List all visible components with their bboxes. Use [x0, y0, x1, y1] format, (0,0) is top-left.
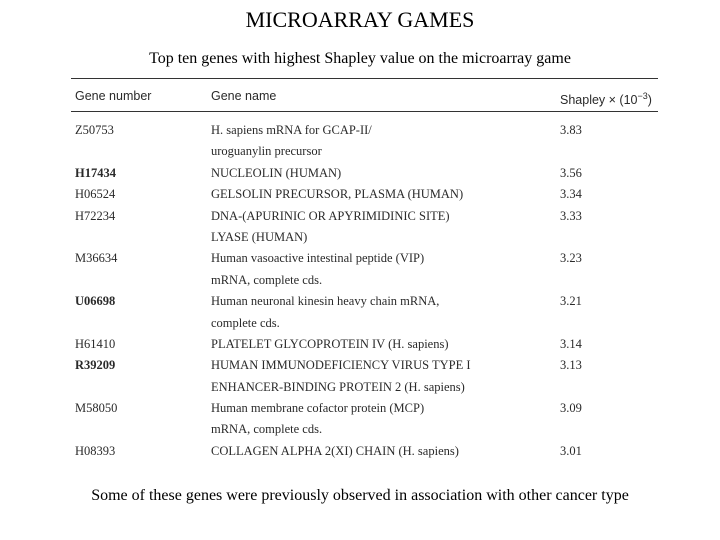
- gene-table: Gene number Gene name Shapley × (10−3) Z…: [71, 78, 658, 466]
- gene-number-cell: R39209: [75, 358, 116, 373]
- header-shapley-label: Shapley × (10: [560, 93, 638, 108]
- gene-number-cell: M36634: [75, 251, 118, 266]
- gene-name-cell: Human neuronal kinesin heavy chain mRNA,: [211, 294, 440, 309]
- gene-name-cell: mRNA, complete cds.: [211, 422, 323, 437]
- gene-name-cell: HUMAN IMMUNODEFICIENCY VIRUS TYPE I: [211, 358, 471, 373]
- table-row: Z50753 H. sapiens mRNA for GCAP-II/3.83: [71, 120, 658, 141]
- shapley-value-cell: 3.56: [560, 165, 582, 180]
- shapley-value-cell: 3.21: [560, 294, 582, 309]
- table-header-row: Gene number Gene name Shapley × (10−3): [71, 86, 658, 107]
- shapley-value-cell: 3.83: [560, 123, 582, 137]
- table-row: M58050 Human membrane cofactor protein (M…: [71, 398, 658, 419]
- gene-name-cell: PLATELET GLYCOPROTEIN IV (H. sapiens): [211, 336, 449, 351]
- gene-number-cell: H72234: [75, 208, 116, 223]
- slide-title: MICROARRAY GAMES: [245, 7, 475, 32]
- shapley-value-cell: 3.09: [560, 401, 582, 416]
- gene-name-cell: complete cds.: [211, 315, 280, 330]
- footer-note: Some of these genes were previously obse…: [91, 487, 629, 504]
- table-row: H17434 NUCLEOLIN (HUMAN) 3.56: [71, 163, 658, 184]
- shapley-value-cell: 3.34: [560, 187, 582, 202]
- gene-name-cell: ENHANCER-BINDING PROTEIN 2 (H. sapiens): [211, 379, 465, 394]
- gene-name-cell: COLLAGEN ALPHA 2(XI) CHAIN (H. sapiens): [211, 443, 459, 458]
- header-shapley: Shapley × (10−3): [560, 86, 658, 110]
- table-row-continuation: uroguanylin precursor: [71, 141, 658, 162]
- gene-name-cell: NUCLEOLIN (HUMAN): [211, 165, 342, 180]
- table-row: U06698 Human neuronal kinesin heavy chain…: [71, 291, 658, 312]
- table-row-continuation: ENHANCER-BINDING PROTEIN 2 (H. sapiens): [71, 377, 658, 398]
- gene-number-cell: U06698: [75, 294, 116, 309]
- gene-name-cell: H. sapiens mRNA for GCAP-II/: [211, 123, 372, 137]
- table-body: Z50753 H. sapiens mRNA for GCAP-II/3.83 ur…: [71, 120, 658, 462]
- table-top-rule: [71, 78, 658, 79]
- gene-number-cell: H61410: [75, 336, 116, 351]
- gene-name-cell: mRNA, complete cds.: [211, 272, 323, 287]
- shapley-value-cell: 3.14: [560, 336, 582, 351]
- table-row: M36634 Human vasoactive intestinal peptid…: [71, 248, 658, 269]
- header-shapley-exponent: −3: [637, 91, 648, 101]
- shapley-value-cell: 3.13: [560, 358, 582, 373]
- table-header-rule: [71, 111, 658, 112]
- table-row-continuation: mRNA, complete cds.: [71, 419, 658, 440]
- shapley-value-cell: 3.23: [560, 251, 582, 266]
- gene-name-cell: uroguanylin precursor: [211, 144, 322, 159]
- gene-name-cell: Human membrane cofactor protein (MCP): [211, 401, 425, 416]
- header-shapley-close: ): [647, 93, 652, 108]
- gene-number-cell: Z50753: [75, 123, 114, 137]
- gene-number-cell: M58050: [75, 401, 118, 416]
- gene-number-cell: H17434: [75, 165, 116, 180]
- gene-name-cell: LYASE (HUMAN): [211, 229, 308, 244]
- table-row: R39209 HUMAN IMMUNODEFICIENCY VIRUS TYPE …: [71, 355, 658, 376]
- header-gene-number: Gene number: [75, 89, 152, 103]
- table-row-continuation: LYASE (HUMAN): [71, 227, 658, 248]
- gene-number-cell: H08393: [75, 443, 116, 458]
- table-caption: Top ten genes with highest Shapley value…: [149, 50, 571, 67]
- shapley-value-cell: 3.33: [560, 208, 582, 223]
- gene-number-cell: H06524: [75, 187, 116, 202]
- gene-name-cell: DNA-(APURINIC OR APYRIMIDINIC SITE): [211, 208, 450, 223]
- gene-name-cell: Human vasoactive intestinal peptide (VIP…: [211, 251, 425, 266]
- table-row-continuation: complete cds.: [71, 313, 658, 334]
- table-row: H08393 COLLAGEN ALPHA 2(XI) CHAIN (H. sap…: [71, 441, 658, 462]
- table-row: H06524 GELSOLIN PRECURSOR, PLASMA (HUMAN)…: [71, 184, 658, 205]
- table-row: H72234 DNA-(APURINIC OR APYRIMIDINIC SITE…: [71, 206, 658, 227]
- gene-name-cell: GELSOLIN PRECURSOR, PLASMA (HUMAN): [211, 187, 464, 202]
- shapley-value-cell: 3.01: [560, 443, 582, 458]
- table-row: H61410 PLATELET GLYCOPROTEIN IV (H. sapie…: [71, 334, 658, 355]
- header-gene-name: Gene name: [211, 89, 277, 103]
- table-row-continuation: mRNA, complete cds.: [71, 270, 658, 291]
